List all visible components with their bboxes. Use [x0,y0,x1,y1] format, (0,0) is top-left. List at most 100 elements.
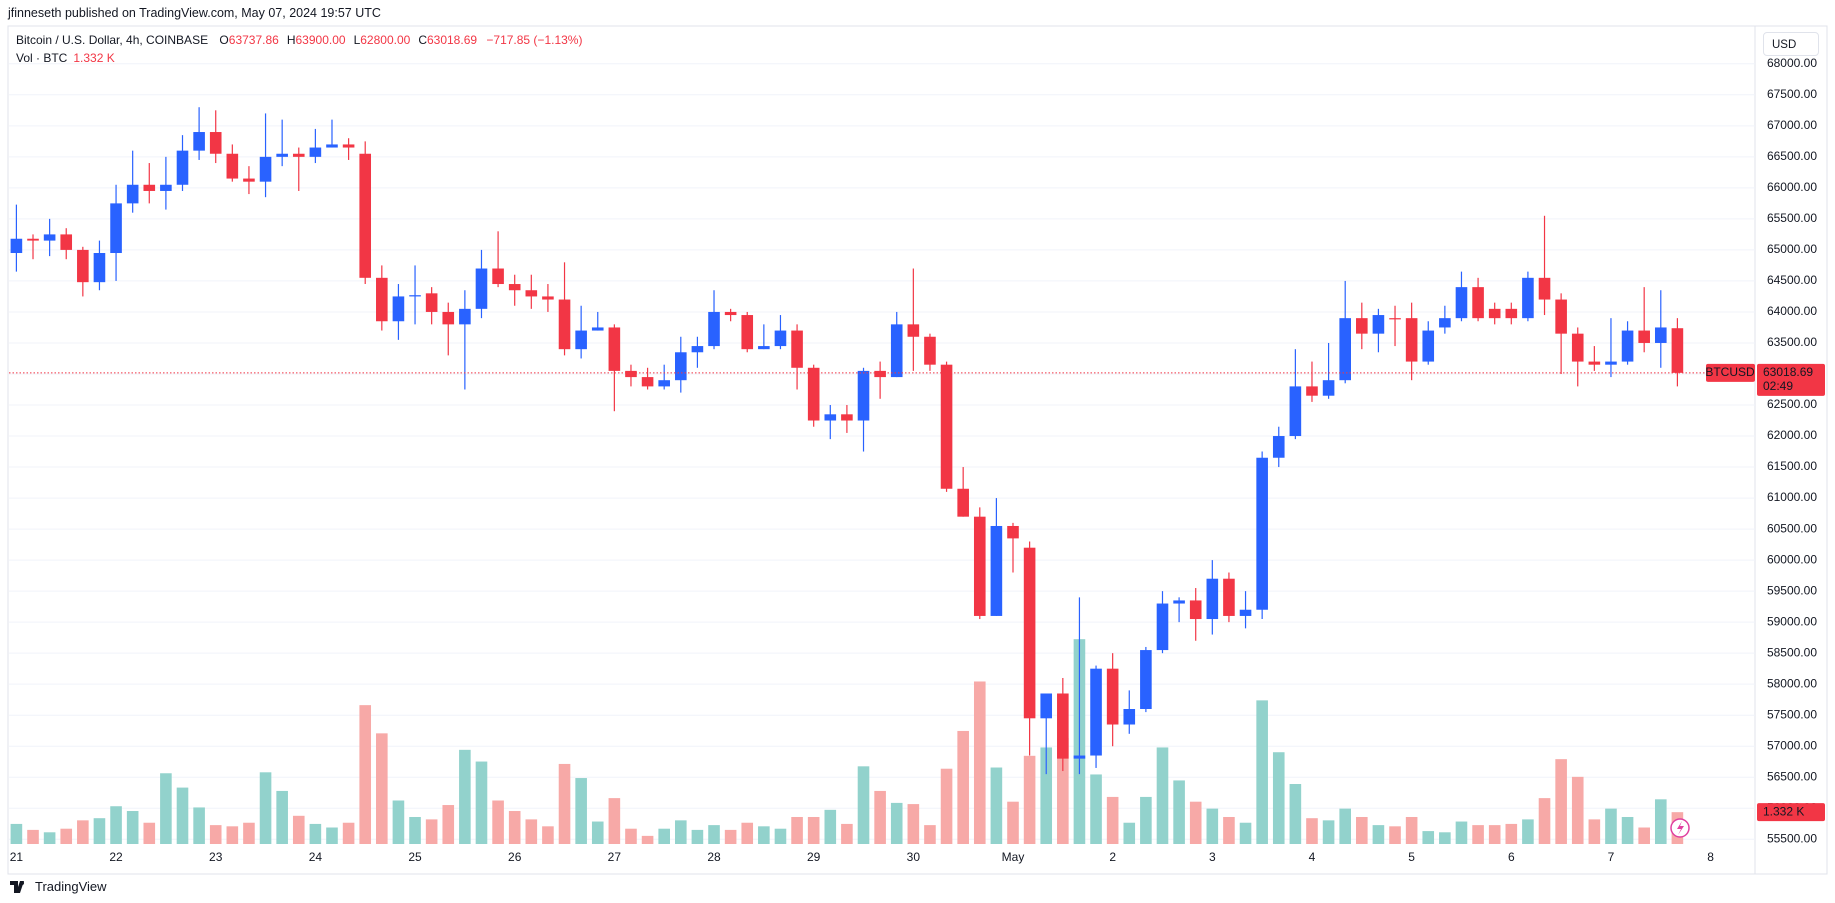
candle-body [376,277,388,322]
header: jfinneseth published on TradingView.com,… [8,6,381,20]
volume-bar [1106,796,1119,844]
y-tick-label: 66500.00 [1767,149,1817,163]
volume-bar [558,763,571,844]
chart-frame [7,25,1828,875]
candle-body [326,144,338,148]
ohlc-value: 62800.00 [360,33,411,47]
candle-body [1605,361,1617,365]
candle-body [542,296,554,300]
x-tick-label: 30 [907,850,921,864]
volume-bar [392,800,405,844]
y-tick-label: 56500.00 [1767,769,1817,783]
y-tick-label: 65000.00 [1767,242,1817,256]
volume-bar [1090,774,1102,844]
volume-bar [77,820,89,844]
candle-body [1505,308,1518,319]
volume-bar [1505,823,1518,844]
volume-bar [193,807,205,844]
candle-body [874,370,886,378]
candle-body [1472,287,1484,319]
y-tick-label: 65500.00 [1767,211,1817,225]
volume-bar [1538,798,1551,844]
y-tick-label: 59500.00 [1767,583,1817,597]
candle-body [990,525,1003,616]
candle-body [1272,436,1285,458]
volume-bar [292,815,305,844]
candle-body [475,268,488,309]
candle-body [1488,308,1501,319]
volume-bar [1140,796,1152,844]
ohlc-key: C [418,33,427,47]
volume-bar [60,828,73,844]
x-tick-label: May [1002,850,1025,864]
currency-button[interactable]: USD [1763,32,1819,56]
candle-body [1057,693,1069,759]
candle-body [1239,609,1252,616]
x-tick-label: 3 [1209,850,1216,864]
volume-bar [807,816,820,844]
volume-bar [758,826,770,844]
y-tick-label: 57000.00 [1767,738,1817,752]
volume-bar [1654,799,1667,844]
candle-body [392,296,405,322]
volume-bar [1621,816,1634,844]
volume-bar [1272,752,1285,844]
candle-body [1405,318,1418,362]
volume-bar [675,820,687,844]
volume-bar [160,773,172,844]
y-tick-label: 61000.00 [1767,490,1817,504]
y-tick-label: 67000.00 [1767,118,1817,132]
y-tick-label: 64000.00 [1767,304,1817,318]
candle-body [1654,327,1667,343]
y-tick-label: 58500.00 [1767,645,1817,659]
volume-bar [475,761,488,844]
volume-bar [1040,747,1053,844]
volume-bar [442,805,455,844]
x-tick-label: 23 [209,850,223,864]
x-tick-label: 6 [1508,850,1515,864]
x-tick-label: 24 [309,850,323,864]
volume-bar [276,790,288,844]
candle-body [675,352,687,381]
volume-bar [824,809,837,844]
volume-bar [1173,780,1185,844]
candle-body [1256,457,1268,610]
volume-bar [1189,801,1202,844]
volume-layer [10,639,1684,844]
candle-body [193,132,205,151]
candle-body [126,184,139,204]
volume-bar [508,811,521,844]
candle-body [1322,380,1335,396]
volume-bar [1472,825,1484,844]
volume-bar [1422,831,1435,844]
candle-body [309,147,322,157]
candle-body [1671,328,1684,373]
volume-bar [1057,738,1069,844]
candle-body [1455,287,1468,319]
y-tick-label: 62000.00 [1767,428,1817,442]
volume-bar [940,768,953,844]
candle-body [625,370,637,378]
volume-bar [259,772,272,844]
candle-body [1356,318,1368,334]
volume-bar [1223,816,1235,844]
volume-bar [890,802,903,844]
y-tick-label: 68000.00 [1767,56,1817,70]
volume-bar [774,828,787,844]
candle-body [807,367,820,421]
candle-body [890,324,903,378]
volume-bar [1588,819,1601,844]
candle-body [1422,330,1435,362]
candle-body [641,377,654,387]
x-tick-label: 25 [408,850,422,864]
x-tick-label: 7 [1608,850,1615,864]
x-tick-label: 8 [1707,850,1714,864]
volume-bar [1256,700,1268,844]
candle-body [1555,299,1567,334]
candle-body [143,184,156,191]
candle-body [774,330,787,347]
candle-body [77,249,89,283]
y-tick-label: 58000.00 [1767,676,1817,690]
candle-body [1571,333,1584,362]
